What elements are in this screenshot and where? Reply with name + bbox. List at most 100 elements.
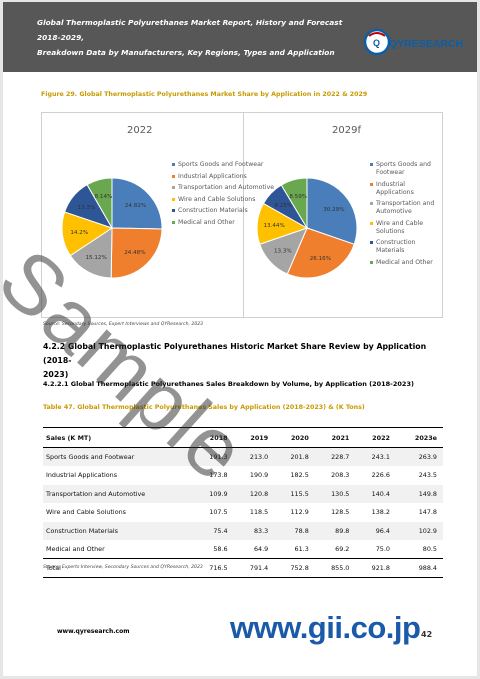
legend-item-0-0: Sports Goods and Footwear — [172, 161, 274, 169]
legend-item-1-3: Wire and Cable Solutions — [370, 220, 442, 236]
subsection-heading: 4.2.2.1 Global Thermoplastic Polyurethan… — [43, 380, 414, 388]
table-cell: 791.4 — [233, 558, 275, 578]
table-cell: 61.3 — [294, 545, 309, 553]
legend-item-1-2: Transportation and Automotive — [370, 200, 442, 216]
report-header: Global Thermoplastic Polyurethanes Marke… — [3, 2, 477, 72]
legend-item-0-3: Wire and Cable Solutions — [172, 196, 274, 204]
legend-item-0-1: Industrial Applications — [172, 173, 274, 181]
qyresearch-logo: Q QYRESEARCH — [363, 28, 463, 56]
table-cell: 115.5 — [274, 484, 315, 503]
table-cell: 213.0 — [233, 447, 275, 466]
table-cell: 80.5 — [422, 545, 437, 553]
legend-swatch — [370, 163, 373, 166]
table-cell: 173.8 — [209, 471, 228, 480]
table-cell: Medical and Other — [46, 545, 105, 553]
table-header-cell: 2022 — [355, 427, 396, 448]
pie-label-1-3: 13.44% — [263, 223, 284, 229]
table-cell: 69.2 — [335, 545, 350, 553]
pie-label-0-4: 13.3% — [78, 205, 96, 211]
sales-table: Sales (K MT) 2018 2019 2020 2021 2022 2023e Sp… — [43, 427, 443, 578]
table-cell: 102.9 — [395, 521, 443, 540]
legend-label: Wire and Cable Solutions — [376, 219, 424, 235]
pie-label-0-1: 24.48% — [124, 250, 145, 256]
table-cell: 120.8 — [233, 484, 275, 503]
table-row: Medical and Other 58.6 64.9 61.3 69.2 75.0 80.… — [43, 540, 443, 559]
pie-chart-2029: 30.29% 26.16% 13.3% 13.44% 8.25% 8.59% — [256, 177, 358, 279]
table-cell: 182.5 — [290, 471, 309, 480]
legend-label: Industrial Applications — [376, 180, 414, 196]
table-cell: Wire and Cable Solutions — [46, 508, 126, 517]
legend-item-0-4: Construction Materials — [172, 207, 274, 215]
table-source: Source: Experts Interview, Secondary Sou… — [43, 565, 203, 570]
report-title: Global Thermoplastic Polyurethanes Marke… — [37, 15, 357, 60]
table-caption: Table 47. Global Thermoplastic Polyureth… — [43, 404, 365, 411]
report-title-line1: Global Thermoplastic Polyurethanes Marke… — [37, 18, 343, 42]
legend-label: Construction Materials — [178, 207, 248, 214]
pie-slice-0-2 — [69, 227, 113, 279]
logo-text: QYRESEARCH — [389, 38, 463, 50]
legend-label: Transportation and Automotive — [178, 184, 275, 191]
footer-url: www.qyresearch.com — [57, 628, 130, 635]
table-cell: 263.9 — [395, 447, 443, 466]
legend-swatch — [172, 197, 175, 201]
legend-item-1-4: Construction Materials — [370, 239, 442, 255]
table-row: Wire and Cable Solutions 107.5 118.5 112.9 1… — [43, 503, 443, 522]
legend-label: Sports Goods and Footwear — [376, 161, 431, 176]
chart-title-2022: 2022 — [127, 125, 153, 136]
table-cell: 138.2 — [371, 508, 390, 517]
figure-caption: Figure 29. Global Thermoplastic Polyuret… — [41, 91, 368, 98]
table-cell: 78.8 — [274, 521, 315, 540]
page-number: 42 — [421, 630, 433, 639]
svg-text:Q: Q — [373, 38, 380, 48]
table-cell: 96.4 — [355, 521, 396, 540]
pie-slice-0-1 — [110, 227, 163, 279]
table-cell: 149.8 — [395, 484, 443, 503]
table-cell: 855.0 — [314, 558, 356, 578]
pie-slice-1-5 — [280, 177, 308, 230]
pie-label-0-0: 24.82% — [125, 203, 146, 209]
legend-label: Sports Goods and Footwear — [178, 161, 264, 168]
table-cell: 752.8 — [274, 558, 315, 578]
pie-label-1-4: 8.25% — [274, 203, 292, 209]
table-header-cell: 2019 — [233, 427, 275, 448]
table-cell: 716.5 — [193, 558, 234, 578]
legend-swatch — [370, 182, 373, 186]
chart-divider — [243, 113, 244, 317]
table-cell: 243.5 — [418, 471, 437, 480]
pie-slice-1-0 — [306, 177, 358, 245]
chart-title-2029: 2029f — [332, 125, 361, 136]
table-cell: 147.8 — [418, 508, 437, 517]
table-cell: 988.4 — [395, 558, 443, 578]
pie-charts-box: 2022 2029f 24.82% 24.48% 15.12% 14.2% 13.3% 8… — [41, 112, 443, 318]
legend-label: Transportation and Automotive — [376, 200, 435, 215]
table-cell: 112.9 — [290, 508, 309, 517]
pie-label-1-0: 30.29% — [323, 207, 344, 213]
pie-slice-0-5 — [86, 177, 113, 230]
report-page: Global Thermoplastic Polyurethanes Marke… — [3, 2, 477, 676]
figure-source: Source: Secondary Sources, Expert Interv… — [43, 322, 204, 327]
table-cell: 109.9 — [193, 484, 234, 503]
table-cell: 89.8 — [314, 521, 356, 540]
legend-label: Construction Materials — [376, 239, 416, 254]
table-row: Total 716.5 791.4 752.8 855.0 921.8 988.4 — [43, 558, 443, 578]
legend-item-0-5: Medical and Other — [172, 219, 274, 227]
report-title-line2: Breakdown Data by Manufacturers, Key Reg… — [37, 48, 335, 57]
legend-item-1-1: Industrial Applications — [370, 181, 442, 197]
table-header-cell: 2018 — [193, 427, 234, 448]
table-cell: 75.4 — [193, 521, 234, 540]
table-cell: Transportation and Automotive — [43, 484, 193, 503]
table-cell: 201.8 — [274, 447, 315, 466]
pie-chart-2022: 24.82% 24.48% 15.12% 14.2% 13.3% 8.14% — [61, 177, 163, 279]
legend-swatch — [370, 260, 373, 264]
section-heading-line1: 4.2.2 Global Thermoplastic Polyurethanes… — [43, 342, 427, 365]
legend-item-1-5: Medical and Other — [370, 259, 442, 267]
legend-label: Medical and Other — [376, 258, 433, 266]
legend-swatch — [172, 186, 175, 189]
table-cell: Total — [43, 558, 193, 578]
pie-slice-0-0 — [111, 177, 163, 230]
legend-item-1-0: Sports Goods and Footwear — [370, 161, 442, 177]
legend-swatch — [370, 221, 373, 225]
pie-label-0-2: 15.12% — [85, 255, 106, 261]
table-cell: 226.6 — [371, 471, 390, 480]
legend-swatch — [172, 220, 175, 224]
